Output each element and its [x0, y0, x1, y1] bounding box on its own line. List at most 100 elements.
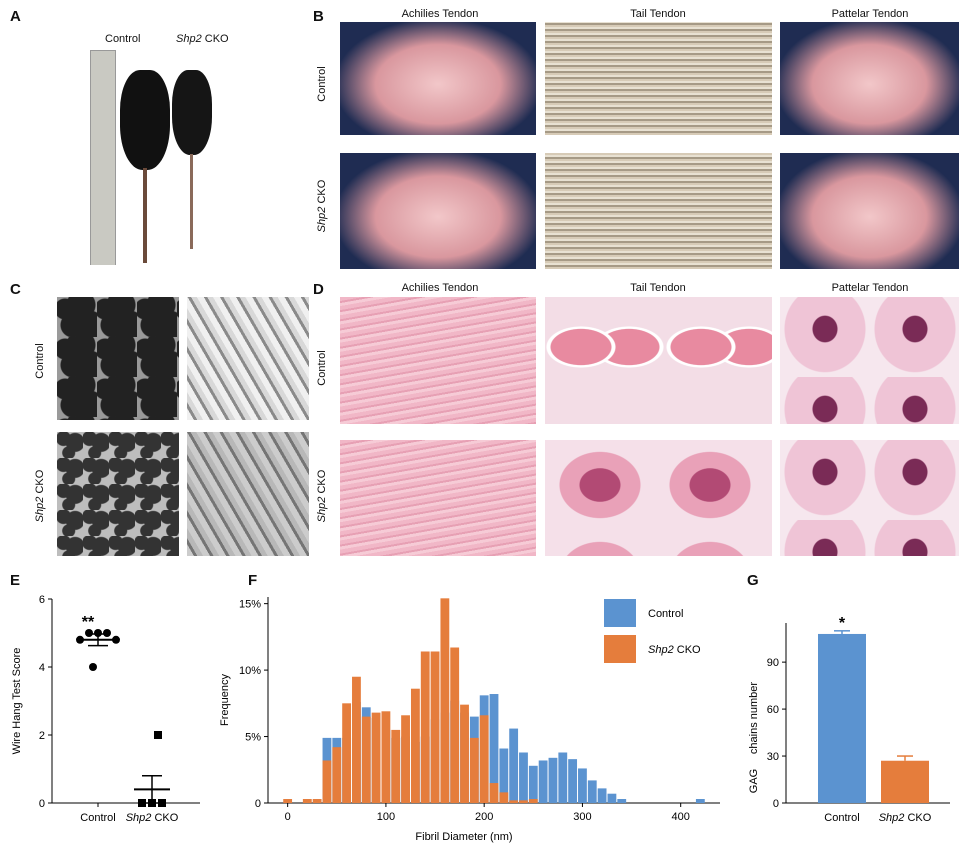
g-y-tick-label: 90: [767, 657, 779, 669]
g-y-tick-label: 30: [767, 751, 779, 763]
panel-a-control-label: Control: [105, 33, 141, 45]
panel-b-col-patellar: Pattelar Tendon: [831, 8, 909, 20]
f-bar-cko: [489, 783, 499, 803]
cko-mouse-image: [172, 70, 212, 155]
photo-cko-patellar: [780, 153, 959, 269]
f-y-tick-label: 5%: [245, 732, 261, 744]
e-point-control: [103, 629, 111, 637]
f-legend-label: Shp2 CKO: [648, 644, 701, 656]
panel-d-col-tail: Tail Tendon: [630, 282, 686, 294]
e-significance: **: [82, 614, 95, 631]
f-bar-control: [695, 799, 705, 803]
he-cko-patellar: [780, 440, 959, 556]
panel-label-e: E: [10, 572, 21, 589]
chart-e-marks: **: [76, 614, 170, 807]
f-bar-control: [499, 748, 509, 803]
f-bar-cko: [352, 676, 361, 803]
cko-mouse-tail: [190, 154, 193, 249]
f-bar-cko: [381, 711, 391, 803]
f-legend-label: Control: [648, 608, 683, 620]
f-bar-control: [587, 780, 597, 803]
control-mouse-image: [120, 70, 170, 170]
panel-d-row-control: Control: [316, 350, 328, 386]
f-bar-cko: [312, 799, 322, 803]
f-bar-control: [578, 768, 587, 803]
g-y-tick-label: 0: [773, 798, 779, 810]
f-bar-cko: [332, 747, 342, 803]
f-x-tick-label: 0: [285, 811, 291, 823]
f-bar-cko: [420, 651, 430, 803]
e-point-control: [89, 663, 97, 671]
f-bar-control: [489, 694, 499, 803]
f-bar-cko: [460, 704, 469, 803]
f-bar-cko: [440, 598, 450, 803]
panel-d-col-achilles: Achilies Tendon: [401, 282, 479, 294]
f-bar-control: [548, 757, 558, 803]
f-x-axis-label: Fibril Diameter (nm): [415, 831, 512, 843]
f-bar-control: [568, 759, 578, 803]
f-bar-cko: [519, 800, 528, 803]
g-bar-cko: [881, 760, 929, 803]
f-bar-control: [538, 760, 548, 803]
e-point-control: [94, 629, 102, 637]
f-x-tick-label: 300: [573, 811, 591, 823]
e-y-tick-label: 0: [39, 798, 45, 810]
panel-b-col-achilles: Achilies Tendon: [401, 8, 479, 20]
chart-f-legend: Control Shp2 CKO: [604, 599, 701, 663]
panel-d-col-patellar: Pattelar Tendon: [831, 282, 909, 294]
ruler-image: [90, 50, 116, 265]
e-y-axis-label: Wire Hang Test Score: [11, 648, 23, 755]
f-y-tick-label: 10%: [239, 665, 261, 677]
he-control-tail: [545, 297, 772, 424]
f-legend-swatch: [604, 599, 636, 627]
f-legend-swatch: [604, 635, 636, 663]
he-control-patellar: [780, 297, 959, 424]
panel-b-row-cko: Shp2 CKO: [316, 179, 328, 233]
f-bar-cko: [283, 799, 293, 803]
he-control-achilles: [340, 297, 536, 424]
chart-g-axes: 0 30 60 90 Control Shp2 CKO GAG chains number: [748, 623, 950, 824]
f-bar-control: [558, 752, 568, 803]
panel-c-row-control: Control: [34, 343, 46, 379]
panel-a-cko-label: Shp2 CKO: [176, 33, 229, 45]
f-bar-control: [617, 799, 627, 803]
f-bar-cko: [302, 799, 312, 803]
e-y-tick-label: 2: [39, 730, 45, 742]
panel-label-c: C: [10, 281, 21, 298]
photo-control-achilles: [340, 22, 536, 135]
e-point-cko: [154, 731, 162, 739]
chart-g-marks: *: [818, 615, 929, 803]
panel-d-row-cko: Shp2 CKO: [316, 469, 328, 523]
g-significance: *: [839, 615, 846, 632]
tem-cko-cross-section: [57, 432, 179, 556]
f-x-tick-label: 400: [672, 811, 690, 823]
f-bar-cko: [342, 703, 352, 803]
tem-cko-longitudinal: [187, 432, 309, 556]
f-bar-control: [597, 788, 607, 803]
tem-control-longitudinal: [187, 297, 309, 420]
panel-label-a: A: [10, 8, 21, 25]
g-y-tick-label: 60: [767, 704, 779, 716]
control-mouse-tail: [143, 168, 147, 263]
panel-label-d: D: [313, 281, 324, 298]
chart-g: 0 30 60 90 Control Shp2 CKO GAG chains number *: [748, 615, 950, 824]
f-bar-cko: [499, 792, 509, 803]
he-cko-tail: [545, 440, 772, 556]
panel-label-b: B: [313, 8, 324, 25]
chart-f-marks: [283, 598, 705, 803]
f-x-tick-label: 200: [475, 811, 493, 823]
tem-control-cross-section: [57, 297, 179, 420]
panel-label-g: G: [747, 572, 759, 589]
f-x-tick-label: 100: [377, 811, 395, 823]
f-y-axis-label: Frequency: [219, 674, 231, 726]
f-bar-cko: [401, 715, 410, 803]
f-bar-cko: [469, 737, 479, 803]
he-cko-achilles: [340, 440, 536, 556]
e-y-tick-label: 4: [39, 662, 45, 674]
f-y-tick-label: 0: [255, 798, 261, 810]
f-y-tick-label: 15%: [239, 599, 261, 611]
f-bar-control: [509, 728, 519, 803]
g-y-axis-label-chains: chains number: [748, 682, 760, 754]
f-bar-cko: [361, 716, 371, 803]
